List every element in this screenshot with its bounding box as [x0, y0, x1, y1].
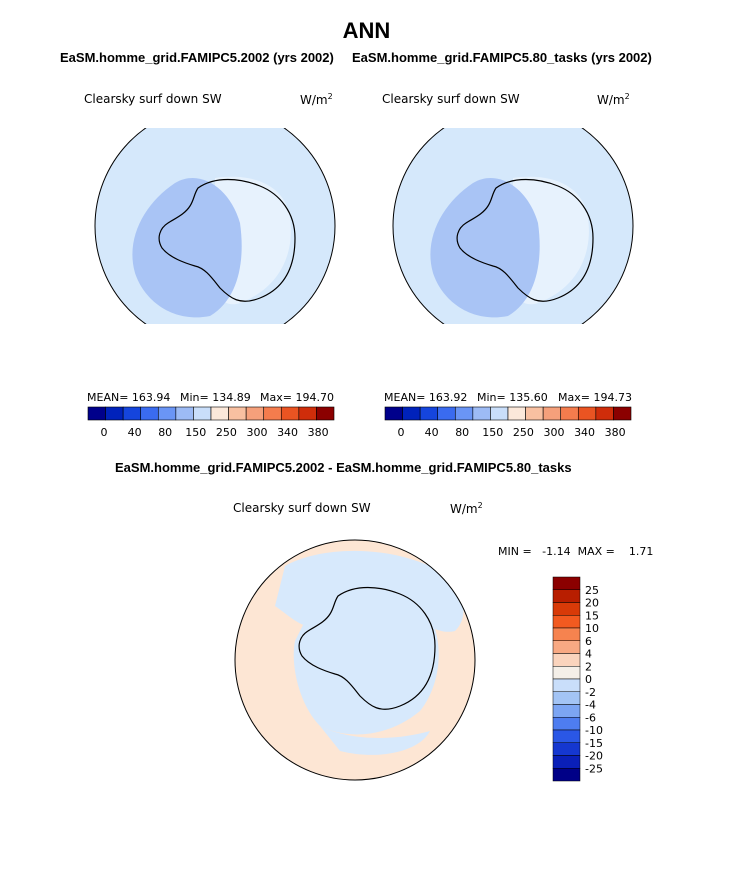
diff-variable-label: Clearsky surf down SW	[233, 501, 371, 515]
diff-colorbar-swatch	[552, 640, 581, 654]
right-colorbar-tick-label: 80	[455, 426, 469, 438]
diff-colorbar-swatch	[552, 576, 581, 590]
diff-colorbar-swatch	[552, 627, 581, 641]
right-colorbar-swatch	[525, 406, 544, 421]
diff-colorbar-tick-label: 25	[585, 584, 599, 597]
left-colorbar-tick-label: 340	[277, 426, 298, 438]
left-colorbar-swatch	[140, 406, 159, 421]
right-colorbar-swatch	[419, 406, 439, 421]
left-units-label: W/m2	[300, 92, 333, 107]
left-colorbar-tick-label: 380	[308, 426, 329, 438]
diff-colorbar-tick-label: 6	[585, 635, 592, 648]
left-colorbar-swatch	[228, 406, 247, 421]
left-colorbar-swatch	[87, 406, 106, 421]
left-colorbar-tick-label: 150	[185, 426, 206, 438]
left-colorbar-tick-label: 300	[246, 426, 267, 438]
left-colorbar-tick-label: 80	[158, 426, 172, 438]
right-colorbar-swatch	[507, 406, 526, 421]
right-max-stat: Max= 194.73	[558, 391, 632, 404]
diff-colorbar-tick-label: -15	[585, 737, 603, 750]
right-colorbar-swatch	[595, 406, 614, 421]
diff-colorbar-tick-label: 15	[585, 609, 599, 622]
right-colorbar-swatch	[384, 406, 403, 421]
diff-units-label: W/m2	[450, 501, 483, 516]
left-colorbar-swatch	[245, 406, 265, 421]
right-colorbar-tick-label: 250	[513, 426, 534, 438]
left-min-stat: Min= 134.89	[180, 391, 251, 404]
right-colorbar-tick-label: 300	[543, 426, 564, 438]
diff-colorbar-swatch	[552, 653, 581, 667]
diff-colorbar-swatch	[552, 602, 581, 616]
right-colorbar-tick-label: 380	[605, 426, 626, 438]
right-colorbar-swatch	[490, 406, 509, 421]
diff-colorbar-swatch	[552, 742, 581, 756]
left-colorbar-swatch	[105, 406, 124, 421]
diff-colorbar-tick-label: 0	[585, 673, 592, 686]
diff-colorbar-swatch	[552, 589, 581, 603]
right-colorbar-swatch	[577, 406, 597, 421]
diff-colorbar-tick-label: 4	[585, 648, 592, 661]
right-colorbar-swatch	[542, 406, 562, 421]
diff-colorbar-tick-label: -10	[585, 724, 603, 737]
diff-colorbar-swatch	[552, 691, 581, 705]
left-colorbar-tick-label: 250	[216, 426, 237, 438]
left-colorbar: 0 40 80 150 250 300 340 380	[87, 406, 335, 438]
page-title: ANN	[342, 18, 391, 43]
diff-colorbar-tick-label: -20	[585, 750, 603, 763]
diff-colorbar-tick-label: -2	[585, 686, 596, 699]
right-colorbar-swatch	[454, 406, 474, 421]
diff-colorbar-swatch	[552, 729, 581, 743]
diff-colorbar-tick-label: -6	[585, 711, 596, 724]
diff-colorbar-tick-label: 2	[585, 660, 592, 673]
left-colorbar-tick-label: 0	[101, 426, 108, 438]
left-max-stat: Max= 194.70	[260, 391, 334, 404]
right-colorbar-tick-label: 150	[482, 426, 503, 438]
diff-colorbar-swatch	[552, 717, 581, 731]
left-colorbar-swatch	[280, 406, 300, 421]
right-colorbar-swatch	[560, 406, 579, 421]
left-panel-header: EaSM.homme_grid.FAMIPC5.2002 (yrs 2002)	[60, 50, 334, 65]
right-mean-stat: MEAN= 163.92	[384, 391, 468, 404]
right-colorbar: 0 40 80 150 250 300 340 380	[384, 406, 632, 438]
right-colorbar-tick-label: 40	[425, 426, 439, 438]
right-colorbar-tick-label: 340	[574, 426, 595, 438]
diff-polar-map	[234, 539, 476, 781]
left-colorbar-swatch	[298, 406, 317, 421]
left-colorbar-tick-label: 40	[128, 426, 142, 438]
right-colorbar-swatch	[402, 406, 421, 421]
right-colorbar-tick-label: 0	[398, 426, 405, 438]
diff-colorbar-swatch	[552, 678, 581, 692]
right-colorbar-swatch	[472, 406, 491, 421]
diff-colorbar-tick-label: -25	[585, 762, 603, 775]
diff-colorbar-tick-label: 10	[585, 622, 599, 635]
diff-panel-header: EaSM.homme_grid.FAMIPC5.2002 - EaSM.homm…	[115, 460, 572, 475]
right-min-stat: Min= 135.60	[477, 391, 548, 404]
left-colorbar-swatch	[263, 406, 282, 421]
right-variable-label: Clearsky surf down SW	[382, 92, 520, 106]
diff-colorbar-swatch	[552, 755, 581, 769]
right-units-label: W/m2	[597, 92, 630, 107]
left-colorbar-swatch	[122, 406, 142, 421]
diff-colorbar-swatch	[552, 615, 581, 629]
left-mean-stat: MEAN= 163.94	[87, 391, 171, 404]
diff-colorbar-tick-label: 20	[585, 597, 599, 610]
diff-colorbar-swatch	[552, 666, 581, 680]
right-colorbar-swatch	[613, 406, 632, 421]
diff-minmax-label: MIN = -1.14 MAX = 1.71	[498, 545, 654, 558]
diff-colorbar-swatch	[552, 704, 581, 718]
left-colorbar-swatch	[193, 406, 212, 421]
diff-colorbar-tick-label: -4	[585, 699, 596, 712]
right-colorbar-swatch	[437, 406, 456, 421]
right-panel-header: EaSM.homme_grid.FAMIPC5.80_tasks (yrs 20…	[352, 50, 652, 65]
left-variable-label: Clearsky surf down SW	[84, 92, 222, 106]
right-polar-map	[392, 128, 634, 324]
left-colorbar-swatch	[316, 406, 335, 421]
left-polar-map	[94, 128, 336, 324]
left-colorbar-swatch	[175, 406, 194, 421]
left-colorbar-swatch	[210, 406, 229, 421]
diff-colorbar-swatch	[552, 768, 581, 782]
left-colorbar-swatch	[157, 406, 177, 421]
